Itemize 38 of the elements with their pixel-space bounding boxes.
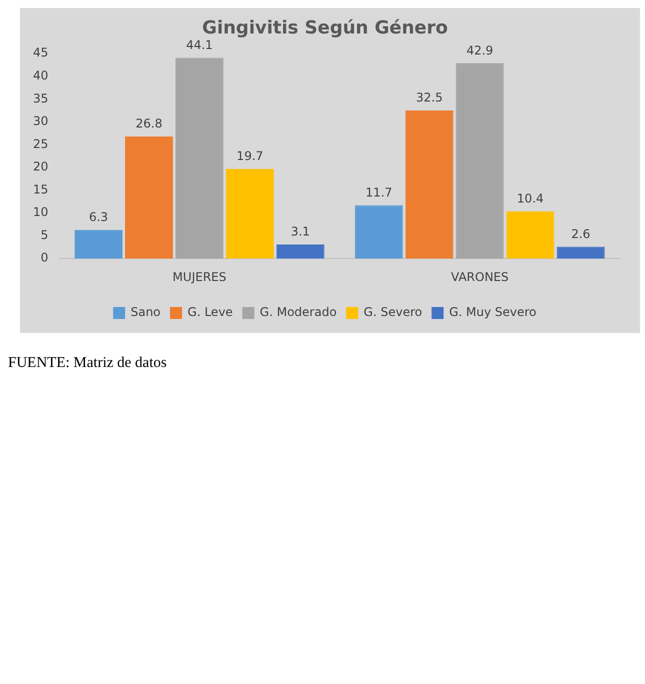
bar (125, 136, 173, 259)
y-tick-label: 10 (32, 205, 48, 220)
data-label: 11.7 (366, 185, 392, 200)
y-tick-label: 20 (32, 160, 48, 174)
y-tick-label: 35 (32, 91, 48, 106)
y-tick-label: 40 (32, 68, 48, 83)
y-tick-label: 15 (32, 182, 48, 196)
data-label: 6.3 (88, 210, 108, 224)
source-note: FUENTE: Matriz de datos (8, 355, 168, 372)
y-tick-label: 25 (32, 136, 48, 151)
data-label: 26.8 (136, 116, 162, 131)
legend-label: G. Moderado (260, 305, 337, 320)
x-tick-label: VARONES (451, 270, 509, 284)
data-label: 2.6 (571, 226, 590, 241)
legend-label: G. Severo (364, 305, 422, 320)
chart-title: Gingivitis Según Género (202, 17, 448, 38)
bar (506, 211, 554, 259)
bar (276, 244, 324, 259)
data-label: 3.1 (290, 224, 310, 239)
data-label: 44.1 (186, 38, 213, 52)
y-tick-label: 30 (32, 114, 48, 128)
bar (354, 205, 403, 259)
legend-label: G. Leve (188, 305, 233, 320)
bar (74, 230, 122, 259)
bar (175, 58, 224, 259)
y-tick-label: 0 (40, 250, 48, 265)
y-tick-label: 5 (40, 228, 48, 242)
data-label: 42.9 (466, 43, 494, 58)
y-tick-label: 45 (32, 46, 48, 60)
bar (405, 110, 454, 259)
data-label: 32.5 (416, 90, 443, 105)
legend-label: Sano (130, 305, 161, 320)
legend-label: G. Muy Severo (449, 305, 536, 320)
data-label: 10.4 (516, 191, 544, 206)
x-tick-label: MUJERES (172, 270, 226, 284)
bar (226, 168, 274, 259)
data-label: 19.7 (236, 148, 264, 163)
bar (556, 246, 605, 259)
